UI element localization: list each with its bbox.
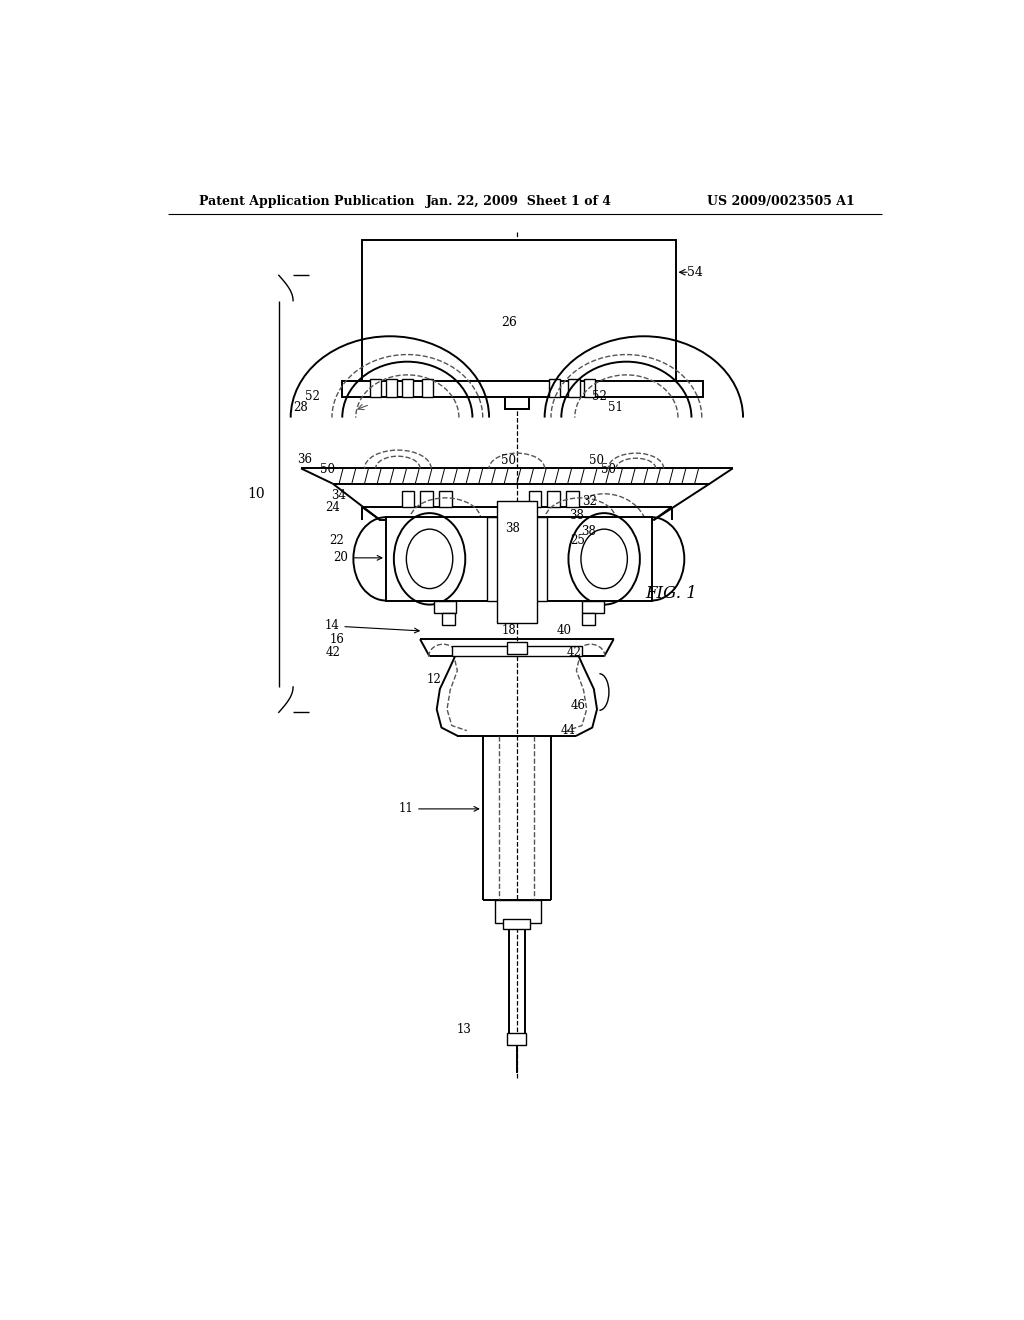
Text: US 2009/0023505 A1: US 2009/0023505 A1 <box>708 194 855 207</box>
Bar <box>504 919 530 929</box>
Bar <box>342 381 703 397</box>
Text: 52: 52 <box>305 389 319 403</box>
Bar <box>582 612 595 624</box>
Text: FIG. 1: FIG. 1 <box>646 585 697 602</box>
Bar <box>439 491 452 507</box>
Text: 38: 38 <box>581 525 596 539</box>
Text: 46: 46 <box>570 698 586 711</box>
Bar <box>362 240 676 381</box>
Bar <box>401 379 413 397</box>
Text: 10: 10 <box>248 487 265 500</box>
Text: 50: 50 <box>589 454 604 467</box>
Text: 24: 24 <box>326 500 340 513</box>
Bar <box>433 601 456 612</box>
Text: 28: 28 <box>294 401 308 414</box>
Text: 52: 52 <box>592 389 607 403</box>
Text: 26: 26 <box>501 315 517 329</box>
Text: Patent Application Publication: Patent Application Publication <box>200 194 415 207</box>
Text: 44: 44 <box>561 725 575 737</box>
Bar <box>497 500 537 623</box>
Text: 50: 50 <box>319 463 335 477</box>
Text: 42: 42 <box>566 645 582 659</box>
Text: 51: 51 <box>608 401 623 414</box>
Bar <box>507 643 527 655</box>
Text: 40: 40 <box>557 623 572 636</box>
Bar <box>505 397 528 409</box>
Bar <box>386 379 397 397</box>
Text: 38: 38 <box>506 521 520 535</box>
Bar <box>370 379 381 397</box>
Text: 12: 12 <box>426 673 441 686</box>
Text: 54: 54 <box>687 265 703 279</box>
Text: 20: 20 <box>333 552 382 565</box>
Text: 11: 11 <box>398 803 478 816</box>
Bar <box>495 900 541 923</box>
Bar <box>420 491 433 507</box>
Bar <box>442 612 455 624</box>
Bar <box>549 379 560 397</box>
Text: 32: 32 <box>583 495 597 508</box>
Bar <box>422 379 433 397</box>
Text: 42: 42 <box>326 645 340 659</box>
Text: 16: 16 <box>330 632 344 645</box>
Text: 50: 50 <box>601 463 616 477</box>
Bar <box>401 491 415 507</box>
Bar <box>585 379 595 397</box>
Bar <box>486 517 547 601</box>
Text: 18: 18 <box>502 623 516 636</box>
Text: Jan. 22, 2009  Sheet 1 of 4: Jan. 22, 2009 Sheet 1 of 4 <box>426 194 611 207</box>
Text: 36: 36 <box>297 453 311 466</box>
Text: 13: 13 <box>457 1023 471 1036</box>
Text: 14: 14 <box>325 619 419 632</box>
Bar <box>528 491 542 507</box>
Bar <box>568 379 580 397</box>
Bar <box>582 601 604 612</box>
Text: 50: 50 <box>502 454 516 467</box>
Text: 38: 38 <box>569 508 584 521</box>
Bar <box>547 491 560 507</box>
Text: 34: 34 <box>332 490 346 503</box>
Bar <box>507 1032 526 1044</box>
Bar <box>566 491 579 507</box>
Text: 25: 25 <box>569 535 585 546</box>
Bar <box>452 647 582 656</box>
Bar <box>386 517 652 601</box>
Text: 22: 22 <box>330 535 344 546</box>
